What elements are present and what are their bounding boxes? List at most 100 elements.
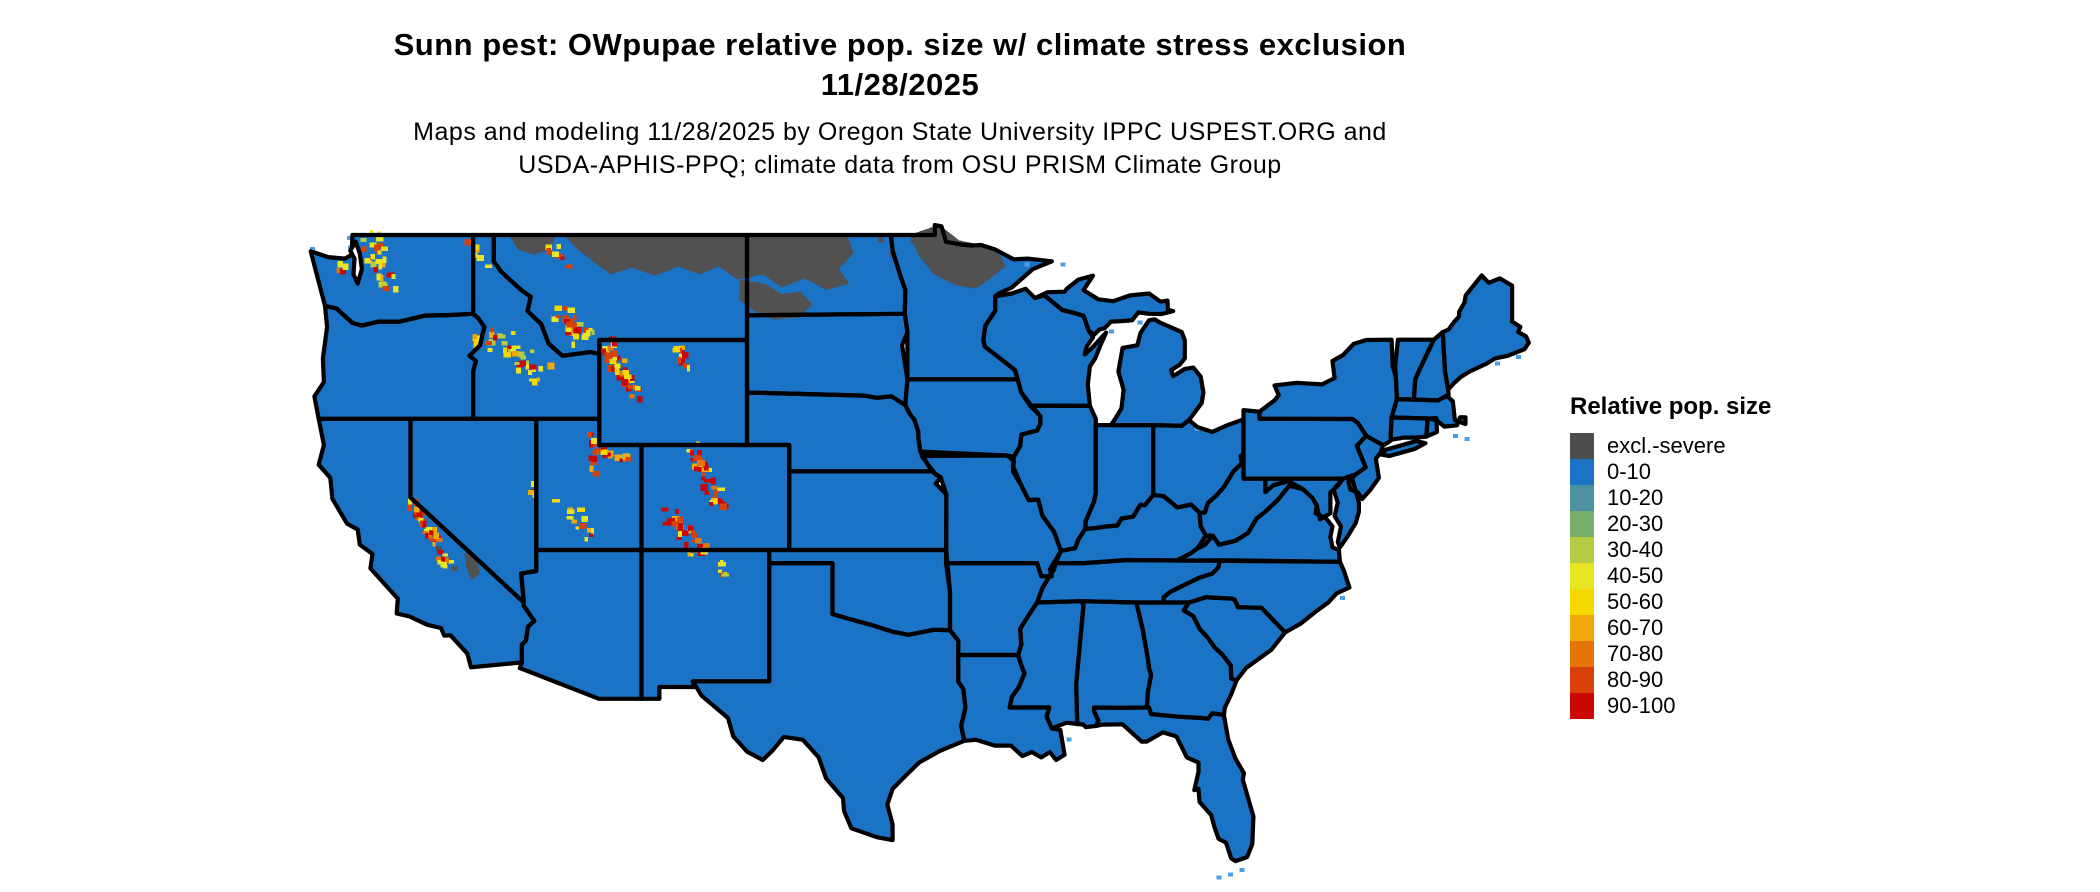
hotspot-speck <box>416 513 423 517</box>
legend-label: 60-70 <box>1607 615 1664 640</box>
hotspot-speck <box>687 365 691 372</box>
hotspot-speck <box>622 367 628 371</box>
hotspot-speck <box>667 518 675 526</box>
hotspot-speck <box>376 273 382 281</box>
hotspot-speck <box>551 316 559 322</box>
hotspot-speck <box>672 348 679 353</box>
hotspot-speck <box>433 532 440 540</box>
state-shape-ID <box>469 235 600 419</box>
hotspot-speck <box>721 573 730 577</box>
legend-item-excl.-severe: excl.-severe <box>1570 433 1771 459</box>
hotspot-speck <box>679 353 684 360</box>
island-speck <box>1464 437 1470 442</box>
hotspot-speck <box>576 507 585 513</box>
hotspot-speck <box>419 510 423 515</box>
state-shape-NY <box>1259 339 1397 446</box>
hotspot-speck <box>531 380 538 386</box>
hotspot-speck <box>336 268 341 274</box>
hotspot-speck <box>380 275 384 281</box>
hotspot-speck <box>489 331 495 339</box>
hotspot-speck <box>571 341 576 348</box>
state-shape-WV <box>1199 454 1303 545</box>
state-border-NY <box>1257 337 1399 448</box>
hotspot-speck <box>709 502 713 506</box>
hotspot-speck <box>431 527 437 533</box>
legend-swatch <box>1570 433 1594 459</box>
hotspot-speck <box>432 541 436 547</box>
state-shape-GA <box>1136 602 1237 719</box>
hotspot-speck <box>593 448 600 452</box>
hotspot-speck <box>607 345 614 352</box>
hotspot-speck <box>718 569 722 574</box>
hotspot-speck <box>573 314 577 321</box>
hotspot-speck <box>721 563 725 567</box>
hotspot-speck <box>696 460 705 466</box>
state-shape-MA <box>1391 395 1466 427</box>
puget-sound-shoreline <box>348 239 364 286</box>
exclusion-speck <box>910 238 917 244</box>
hotspot-speck <box>677 526 684 532</box>
state-shape-SD <box>747 313 908 406</box>
hotspot-speck <box>364 258 372 264</box>
hotspot-speck <box>700 476 706 481</box>
hotspot-speck <box>375 259 382 264</box>
hotspot-speck <box>612 342 618 347</box>
hotspot-speck <box>560 256 565 260</box>
state-border-MIUP <box>1032 273 1176 337</box>
hotspot-speck <box>563 319 570 323</box>
hotspot-speck <box>515 345 521 349</box>
state-shape-OR <box>314 305 485 419</box>
island-speck <box>1060 262 1066 267</box>
state-shape-NE <box>747 392 932 472</box>
hotspot-speck <box>547 362 555 370</box>
hotspot-speck <box>360 238 367 243</box>
hotspot-speck <box>589 465 594 472</box>
hotspot-speck <box>573 333 579 340</box>
state-shape-VT <box>1395 339 1434 400</box>
hotspot-speck <box>697 543 705 550</box>
plot-subtitle-line2: USDA-APHIS-PPQ; climate data from OSU PR… <box>518 151 1282 179</box>
hotspot-speck <box>703 464 709 471</box>
hotspot-speck <box>602 449 608 455</box>
hotspot-speck <box>584 536 588 542</box>
state-shape-MIUP <box>1035 275 1174 335</box>
hotspot-speck <box>437 550 444 555</box>
hotspot-speck <box>373 266 379 273</box>
hotspot-speck <box>562 306 568 311</box>
hotspot-speck <box>419 520 423 527</box>
hotspot-speck <box>680 349 685 354</box>
state-shape-PA <box>1243 410 1367 479</box>
island-speck <box>1516 355 1522 360</box>
hotspot-speck <box>571 519 577 524</box>
hotspot-speck <box>437 560 444 565</box>
hotspot-speck <box>661 507 669 512</box>
hotspot-speck <box>635 385 641 391</box>
hotspot-speck <box>376 235 384 242</box>
legend-label: 50-60 <box>1607 589 1664 614</box>
hotspot-speck <box>570 322 577 328</box>
hotspot-speck <box>337 261 343 268</box>
hotspot-speck <box>592 450 598 455</box>
legend-swatch <box>1570 485 1594 511</box>
hotspot-speck <box>492 335 498 341</box>
state-border-DMV <box>1331 473 1361 550</box>
state-shape-ME <box>1442 275 1529 390</box>
hotspot-speck <box>436 556 443 562</box>
legend-item-20-30: 20-30 <box>1570 511 1771 537</box>
hotspot-speck <box>369 230 374 236</box>
hotspot-speck <box>518 351 525 358</box>
hotspot-speck <box>497 334 506 339</box>
hotspot-speck <box>546 248 552 255</box>
hotspot-speck <box>686 449 693 453</box>
legend-label: 70-80 <box>1607 641 1664 666</box>
hotspot-speck <box>715 488 720 493</box>
hotspot-speck <box>612 350 618 357</box>
hotspot-speck <box>678 531 682 538</box>
hotspot-speck <box>681 530 689 536</box>
state-shape-CT <box>1390 417 1428 440</box>
hotspot-speck <box>592 471 600 477</box>
hotspot-speck <box>425 526 433 531</box>
hotspot-speck <box>555 314 561 319</box>
hotspot-speck <box>361 246 367 252</box>
hotspot-speck <box>717 487 726 491</box>
